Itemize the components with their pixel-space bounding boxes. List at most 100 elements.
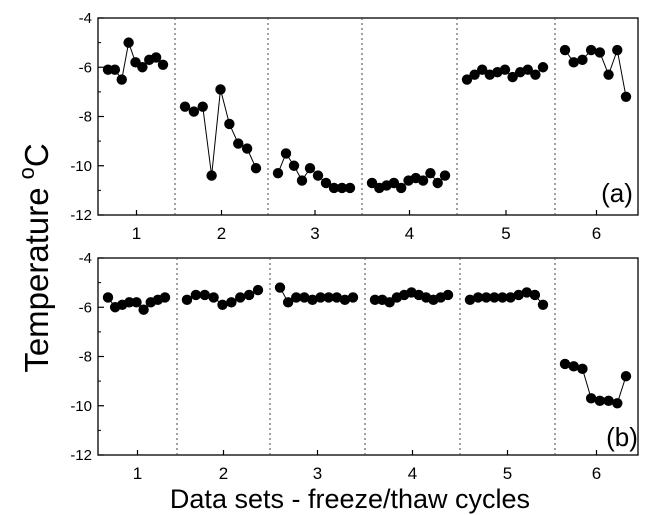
data-point-b-set-4: [442, 289, 454, 301]
data-point-a-set-3: [304, 163, 316, 174]
data-point-a-set-4: [432, 177, 443, 189]
data-point-b-set-3: [347, 292, 359, 303]
y-axis-unit-superscript: o: [14, 167, 39, 179]
data-point-b-set-2: [243, 289, 255, 301]
data-point-a-set-3: [312, 170, 324, 181]
panel-b: -12 -10 -8 -6 -4 1 2 3 4 5 6 (b): [70, 250, 639, 483]
data-point-b-set-2: [226, 297, 237, 308]
data-point-b-set-6: [612, 398, 623, 409]
data-point-b-set-5: [472, 292, 484, 303]
data-point-a-set-5: [537, 62, 549, 73]
data-point-a-set-3: [328, 182, 340, 194]
data-point-b-set-2: [199, 289, 210, 301]
data-point-b-set-3: [282, 297, 294, 308]
data-point-a-set-1: [123, 37, 134, 48]
x-tick-label-a: 5: [501, 224, 510, 243]
data-point-b-set-2: [235, 292, 246, 303]
x-tick-label-a: 1: [132, 224, 141, 243]
data-point-a-set-5: [469, 69, 480, 80]
x-tick-label-b: 4: [408, 464, 417, 483]
data-point-b-set-3: [323, 292, 334, 303]
y-tick-label-b: -8: [79, 349, 92, 366]
data-point-a-set-2: [233, 138, 244, 149]
plot-frame-b: [97, 257, 639, 456]
data-point-b-set-1: [124, 297, 135, 308]
data-point-a-set-6: [603, 69, 614, 80]
data-point-a-set-6: [577, 54, 588, 66]
data-point-a-set-6: [612, 44, 623, 56]
data-point-a-set-1: [109, 64, 121, 75]
data-point-a-set-6: [568, 57, 579, 68]
y-tick-label-a: -8: [79, 109, 92, 126]
data-point-a-set-2: [224, 118, 235, 130]
series-line-a-set-6: [564, 48, 627, 97]
data-point-a-set-6: [559, 44, 571, 56]
x-tick-label-b: 6: [592, 464, 601, 483]
y-axis-label-text: Temperature: [18, 187, 55, 372]
y-axis-label: Temperature oC: [14, 143, 55, 372]
data-point-a-set-1: [150, 52, 162, 63]
y-tick-label-a: -10: [70, 158, 92, 175]
x-tick-label-b: 1: [133, 464, 142, 483]
data-point-b-set-3: [331, 292, 342, 303]
data-point-a-set-5: [530, 69, 541, 80]
data-point-a-set-2: [188, 106, 200, 117]
y-axis-unit-letter: C: [18, 143, 55, 167]
series-line-a-set-2: [184, 89, 257, 176]
data-point-b-set-1: [131, 297, 142, 308]
data-point-b-set-1: [159, 292, 171, 303]
data-point-a-set-2: [197, 101, 208, 112]
data-point-b-set-3: [307, 294, 318, 306]
data-point-b-set-5: [481, 292, 492, 303]
x-tick-label-a: 2: [217, 224, 226, 243]
data-point-a-set-4: [366, 177, 378, 189]
y-tick-label-a: -4: [79, 10, 92, 27]
x-tick-label-b: 2: [219, 464, 228, 483]
data-point-b-set-6: [585, 393, 597, 404]
data-point-a-set-5: [477, 64, 488, 75]
data-point-b-set-3: [339, 294, 351, 306]
panel-tag-b: (b): [606, 422, 638, 452]
x-tick-label-a: 3: [310, 224, 319, 243]
data-point-b-set-2: [181, 294, 193, 306]
data-point-a-set-3: [272, 167, 284, 179]
data-point-a-set-4: [388, 177, 400, 189]
data-point-b-set-3: [291, 292, 302, 303]
data-point-b-set-3: [299, 292, 310, 303]
data-point-b-set-5: [497, 292, 508, 303]
data-point-b-set-5: [529, 289, 541, 301]
panel-tag-a: (a): [601, 178, 633, 208]
data-point-b-set-5: [464, 294, 476, 306]
data-point-a-set-1: [137, 62, 148, 73]
data-point-a-set-2: [206, 170, 217, 181]
data-point-b-set-5: [513, 289, 524, 301]
data-point-b-set-6: [559, 358, 571, 370]
y-tick-label-b: -12: [70, 447, 92, 464]
x-tick-label-b: 3: [313, 464, 322, 483]
data-point-b-set-5: [489, 292, 500, 303]
data-point-a-set-5: [499, 64, 511, 75]
y-tick-label-a: -12: [70, 207, 92, 224]
data-point-b-set-6: [568, 361, 579, 372]
data-point-b-set-5: [505, 292, 516, 303]
y-tick-label-b: -4: [79, 250, 92, 267]
x-tick-label-a: 6: [592, 224, 601, 243]
data-point-a-set-2: [215, 84, 226, 95]
data-point-a-set-4: [417, 175, 429, 186]
data-point-b-set-2: [190, 289, 202, 301]
data-point-b-set-2: [208, 292, 219, 303]
data-point-b-set-4: [384, 297, 395, 308]
data-point-a-set-3: [336, 182, 348, 194]
data-point-a-set-2: [241, 143, 253, 154]
data-point-a-set-3: [296, 175, 308, 186]
data-point-b-set-6: [620, 371, 632, 382]
data-point-a-set-1: [116, 74, 127, 85]
data-point-b-set-5: [521, 287, 532, 298]
data-point-b-set-1: [138, 304, 149, 315]
data-point-b-set-1: [102, 292, 114, 303]
data-point-a-set-5: [522, 64, 533, 75]
y-tick-label-a: -6: [79, 59, 92, 76]
data-point-b-set-6: [603, 395, 614, 407]
data-point-a-set-2: [250, 163, 262, 174]
data-point-a-set-4: [396, 182, 407, 194]
